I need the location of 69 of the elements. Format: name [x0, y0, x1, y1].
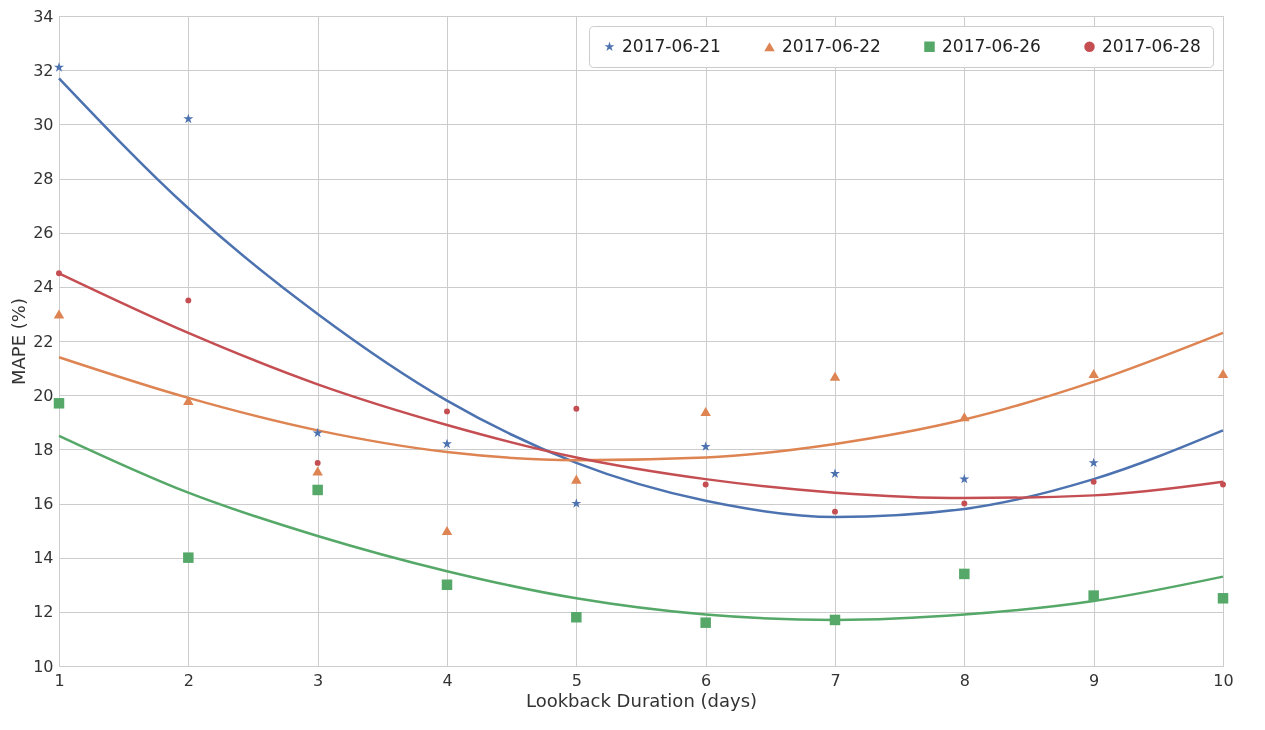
- point: [700, 406, 711, 416]
- x-tick-label: 5: [571, 670, 582, 690]
- point: [829, 614, 841, 626]
- x-tick-label: 3: [313, 670, 324, 690]
- point: [1217, 368, 1229, 379]
- point: [700, 441, 711, 451]
- line-series: [57, 331, 1225, 462]
- point: [959, 412, 970, 422]
- x-tick-label: 2: [183, 670, 194, 690]
- legend-label: 2017-06-22: [782, 35, 881, 56]
- point: [312, 427, 323, 438]
- point: [442, 438, 452, 449]
- y-tick-label: 34: [33, 6, 54, 26]
- x-tick-label: 8: [959, 670, 970, 690]
- point: [183, 113, 194, 124]
- point: [56, 270, 62, 277]
- x-tick-label: 6: [701, 670, 712, 690]
- point: [830, 468, 840, 478]
- point: [183, 396, 194, 406]
- y-tick-label: 22: [33, 331, 54, 351]
- point: [700, 617, 711, 628]
- y-axis-title: MAPE (%): [8, 298, 30, 385]
- point: [54, 62, 64, 72]
- legend-label: 2017-06-26: [942, 35, 1041, 56]
- y-tick-label: 20: [33, 385, 54, 405]
- point: [312, 466, 323, 476]
- point: [1217, 593, 1229, 604]
- x-tick-label: 9: [1089, 670, 1100, 690]
- point: [829, 371, 841, 381]
- point: [1088, 368, 1099, 379]
- line-series: [57, 77, 1225, 519]
- point: [183, 552, 194, 563]
- point: [441, 579, 453, 590]
- point: [959, 568, 970, 580]
- point: [441, 526, 453, 536]
- point: [961, 500, 968, 507]
- y-tick-label: 16: [33, 494, 54, 513]
- point: [573, 405, 580, 412]
- x-axis-title: Lookback Duration (days): [525, 689, 758, 711]
- point: [832, 508, 838, 515]
- y-tick-label: 26: [33, 223, 54, 243]
- point: [312, 484, 323, 496]
- y-tick-label: 30: [33, 114, 54, 134]
- point: [1220, 481, 1226, 488]
- y-tick-label: 10: [33, 656, 54, 676]
- legend-label: 2017-06-21: [622, 35, 721, 56]
- x-tick-label: 7: [830, 670, 841, 690]
- point: [314, 459, 321, 466]
- point: [571, 612, 582, 623]
- point: [53, 398, 65, 409]
- point: [185, 297, 192, 304]
- y-tick-label: 14: [33, 548, 54, 568]
- point: [571, 474, 582, 484]
- legend-label: 2017-06-28: [1102, 35, 1201, 56]
- y-tick-label: 28: [33, 169, 54, 188]
- point: [444, 408, 450, 415]
- y-tick-label: 12: [33, 602, 54, 622]
- y-tick-label: 32: [33, 60, 54, 80]
- point: [1088, 457, 1099, 468]
- y-tick-label: 18: [33, 439, 54, 459]
- point: [1090, 478, 1097, 485]
- x-tick-label: 4: [442, 670, 453, 690]
- x-tick-label: 10: [1213, 670, 1234, 690]
- point: [53, 309, 65, 319]
- y-tick-label: 24: [33, 277, 54, 297]
- x-tick-label: 1: [54, 670, 65, 690]
- point: [571, 498, 582, 508]
- point: [1088, 590, 1099, 601]
- point: [702, 481, 709, 488]
